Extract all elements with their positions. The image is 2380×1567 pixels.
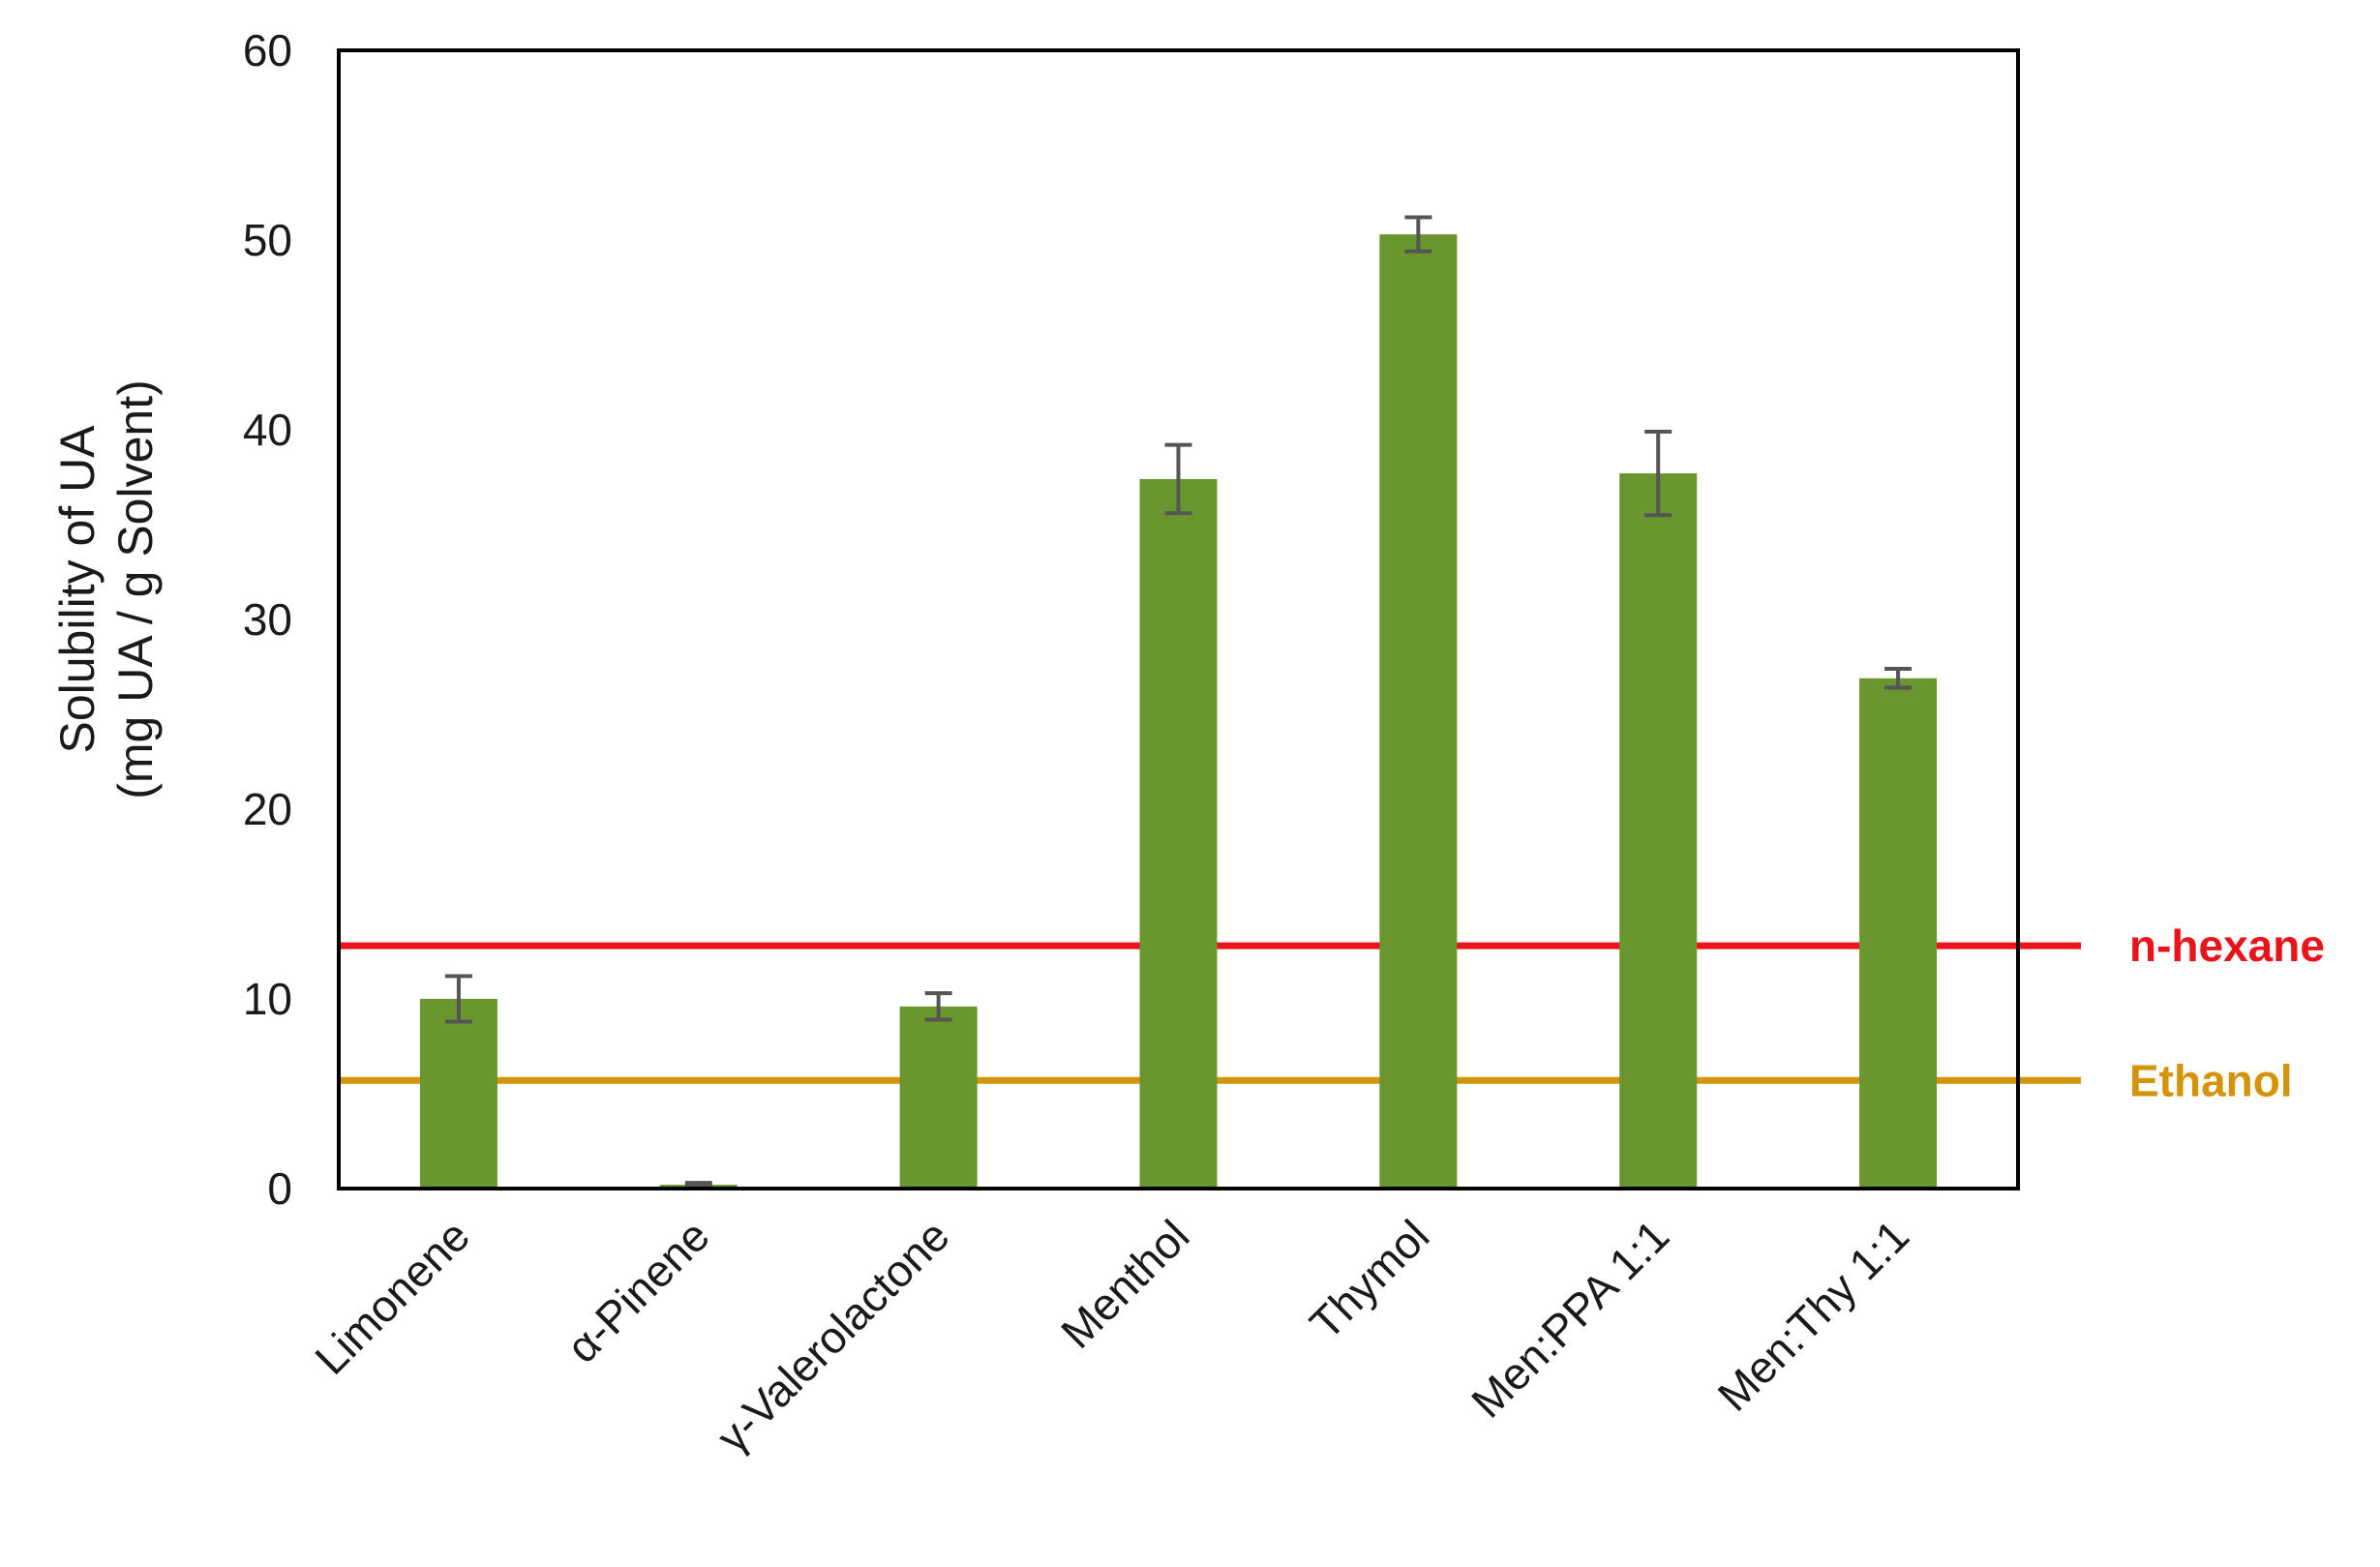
x-tick-label: α-Pinene (557, 1210, 719, 1372)
reference-line-label: n-hexane (2129, 920, 2325, 971)
y-tick-label: 30 (243, 594, 292, 645)
x-tick-label: γ-Valerolactone (707, 1210, 958, 1462)
x-tick-label: Men:PPA 1:1 (1461, 1210, 1678, 1427)
y-tick-label: 50 (243, 215, 292, 265)
bar-2 (899, 1006, 978, 1189)
y-tick-label: 60 (243, 25, 292, 75)
y-axis-title-line-1: Solubility of UA (50, 425, 105, 754)
error-bars (444, 215, 1913, 1190)
y-tick-label: 0 (267, 1163, 292, 1214)
reference-line-label: Ethanol (2129, 1055, 2293, 1105)
x-tick-label: Limonene (305, 1210, 479, 1384)
bar-6 (1859, 678, 1938, 1189)
y-axis-ticks: 0 10 20 30 40 50 60 (243, 25, 292, 1214)
y-tick-label: 40 (243, 405, 292, 455)
x-tick-label: Menthol (1051, 1210, 1198, 1357)
bar-0 (419, 999, 497, 1189)
x-tick-label: Men:Thy 1:1 (1708, 1210, 1919, 1421)
x-tick-label: Thymol (1300, 1210, 1438, 1348)
reference-line-labels: n-hexane Ethanol (2129, 920, 2325, 1105)
bar-4 (1379, 234, 1458, 1189)
bars (419, 234, 1938, 1190)
plot-area-frame (337, 48, 2020, 1190)
bar-3 (1139, 478, 1218, 1190)
y-axis-title-line-2: (mg UA / g Solvent) (108, 379, 163, 799)
y-axis-title: Solubility of UA (mg UA / g Solvent) (50, 379, 163, 799)
y-tick-label: 20 (243, 784, 292, 834)
bar-5 (1619, 473, 1698, 1190)
y-tick-label: 10 (243, 974, 292, 1024)
